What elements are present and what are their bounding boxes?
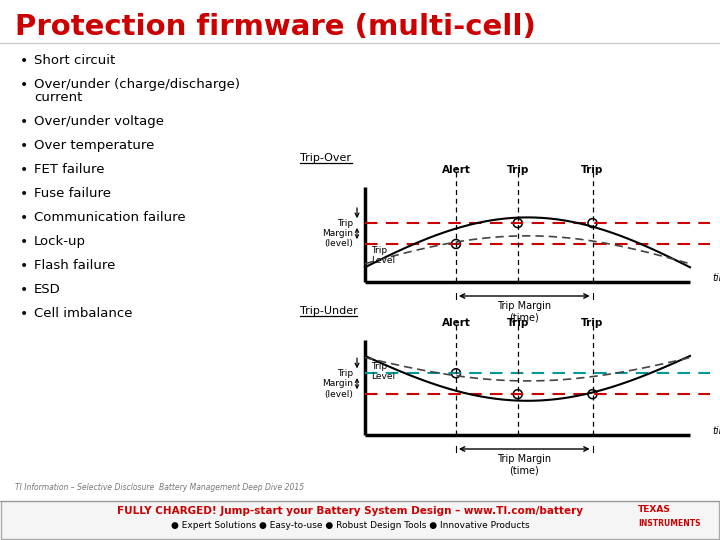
Text: •: •: [20, 187, 28, 201]
Text: Protection firmware (multi-cell): Protection firmware (multi-cell): [15, 13, 536, 41]
FancyBboxPatch shape: [1, 501, 719, 539]
Text: Trip
Level: Trip Level: [371, 246, 395, 265]
Text: Over temperature: Over temperature: [34, 139, 154, 152]
Text: Over/under voltage: Over/under voltage: [34, 115, 164, 128]
Text: FULLY CHARGED! Jump-start your Battery System Design – www.TI.com/battery: FULLY CHARGED! Jump-start your Battery S…: [117, 506, 583, 516]
Text: TEXAS: TEXAS: [638, 505, 671, 515]
Text: Trip
Margin
(level): Trip Margin (level): [322, 369, 353, 399]
Text: Trip-Under: Trip-Under: [300, 306, 358, 316]
Text: Trip: Trip: [581, 165, 603, 175]
Text: •: •: [20, 235, 28, 249]
Text: Over/under (charge/discharge): Over/under (charge/discharge): [34, 78, 240, 91]
Text: current: current: [34, 91, 82, 104]
Text: Alert: Alert: [441, 165, 470, 175]
Text: •: •: [20, 283, 28, 297]
Text: Trip Margin
(time): Trip Margin (time): [498, 454, 552, 476]
Text: Flash failure: Flash failure: [34, 259, 115, 272]
Text: •: •: [20, 115, 28, 129]
Text: Fuse failure: Fuse failure: [34, 187, 111, 200]
Text: Trip Margin
(time): Trip Margin (time): [498, 301, 552, 322]
Text: •: •: [20, 163, 28, 177]
Text: Trip
Level: Trip Level: [371, 362, 395, 381]
Text: Trip: Trip: [581, 318, 603, 328]
Text: FET failure: FET failure: [34, 163, 104, 176]
Text: TI Information – Selective Disclosure  Battery Management Deep Dive 2015: TI Information – Selective Disclosure Ba…: [15, 483, 304, 492]
Text: Trip-Over: Trip-Over: [300, 153, 351, 163]
Text: •: •: [20, 139, 28, 153]
Text: Trip: Trip: [507, 165, 529, 175]
Text: •: •: [20, 211, 28, 225]
Text: Alert: Alert: [441, 318, 470, 328]
Text: •: •: [20, 259, 28, 273]
Text: Short circuit: Short circuit: [34, 54, 115, 67]
Text: Lock-up: Lock-up: [34, 235, 86, 248]
Text: time: time: [712, 426, 720, 436]
Text: Cell imbalance: Cell imbalance: [34, 307, 132, 320]
Text: Trip: Trip: [507, 318, 529, 328]
Text: •: •: [20, 78, 28, 92]
Text: INSTRUMENTS: INSTRUMENTS: [638, 518, 701, 528]
Text: ESD: ESD: [34, 283, 60, 296]
Text: Trip
Margin
(level): Trip Margin (level): [322, 219, 353, 248]
Text: time: time: [712, 273, 720, 283]
Text: Communication failure: Communication failure: [34, 211, 186, 224]
Text: •: •: [20, 307, 28, 321]
Text: ● Expert Solutions ● Easy-to-use ● Robust Design Tools ● Innovative Products: ● Expert Solutions ● Easy-to-use ● Robus…: [171, 522, 529, 530]
Text: •: •: [20, 54, 28, 68]
